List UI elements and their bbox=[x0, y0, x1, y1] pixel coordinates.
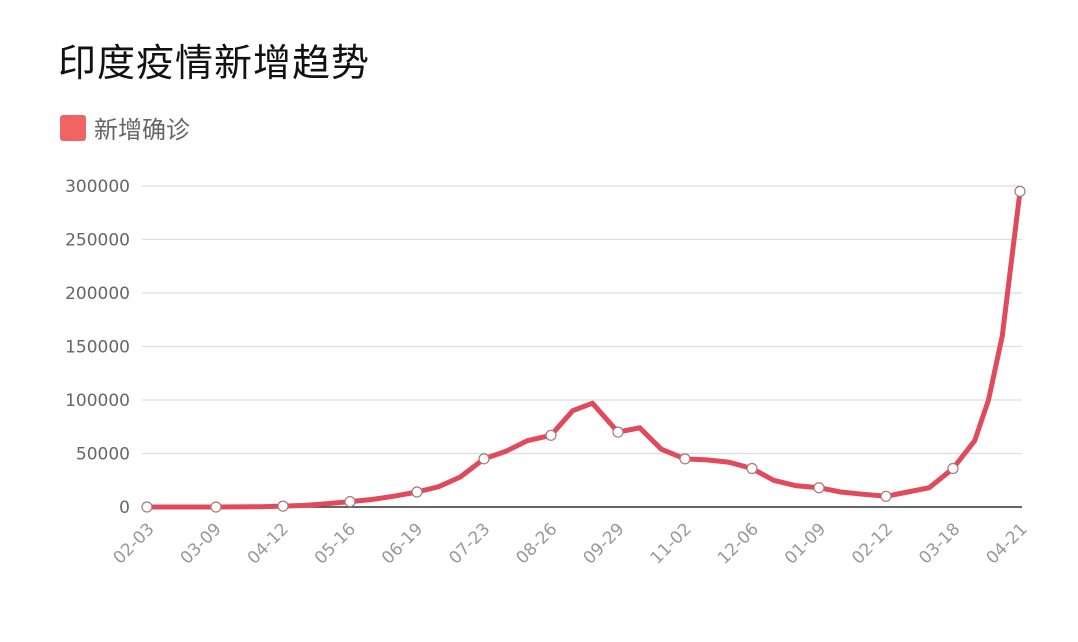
data-point bbox=[947, 462, 959, 475]
x-tick-label: 02-12 bbox=[848, 519, 897, 568]
legend[interactable]: 新增确诊 bbox=[60, 110, 190, 145]
data-point bbox=[1014, 185, 1026, 197]
y-tick-label: 200000 bbox=[65, 284, 130, 304]
x-tick-label: 04-21 bbox=[982, 519, 1031, 568]
x-tick-label: 07-23 bbox=[445, 519, 494, 568]
x-tick-label: 04-12 bbox=[244, 519, 293, 568]
legend-label: 新增确诊 bbox=[94, 116, 190, 144]
y-tick-label: 50000 bbox=[76, 445, 130, 465]
x-tick-label: 01-09 bbox=[781, 519, 830, 568]
data-point bbox=[813, 482, 825, 494]
x-tick-label: 06-19 bbox=[378, 519, 427, 568]
data-point bbox=[277, 500, 289, 512]
x-tick-label: 08-26 bbox=[512, 519, 561, 568]
x-tick-label: 09-29 bbox=[580, 519, 629, 568]
y-tick-label: 250000 bbox=[65, 231, 130, 251]
x-tick-label: 02-03 bbox=[109, 519, 158, 568]
data-point bbox=[612, 426, 624, 438]
x-tick-label: 03-09 bbox=[177, 519, 226, 568]
data-point bbox=[679, 453, 691, 465]
data-point bbox=[210, 501, 222, 513]
legend-swatch bbox=[60, 114, 86, 141]
data-point bbox=[344, 496, 356, 508]
y-tick-label: 100000 bbox=[65, 391, 130, 411]
data-point bbox=[880, 490, 892, 502]
x-tick-label: 05-16 bbox=[311, 519, 360, 568]
data-point bbox=[545, 429, 557, 441]
chart-title: 印度疫情新增趋势 bbox=[58, 41, 371, 85]
data-point bbox=[746, 462, 758, 475]
x-tick-label: 12-06 bbox=[714, 519, 763, 568]
y-tick-label: 150000 bbox=[65, 338, 130, 358]
series-line bbox=[144, 188, 1023, 510]
x-tick-label: 03-18 bbox=[915, 519, 964, 568]
data-point bbox=[411, 486, 423, 498]
data-point bbox=[141, 501, 153, 513]
data-point bbox=[478, 453, 490, 465]
x-tick-label: 11-02 bbox=[647, 519, 696, 568]
y-tick-label: 0 bbox=[119, 498, 130, 518]
y-tick-label: 300000 bbox=[65, 177, 130, 197]
